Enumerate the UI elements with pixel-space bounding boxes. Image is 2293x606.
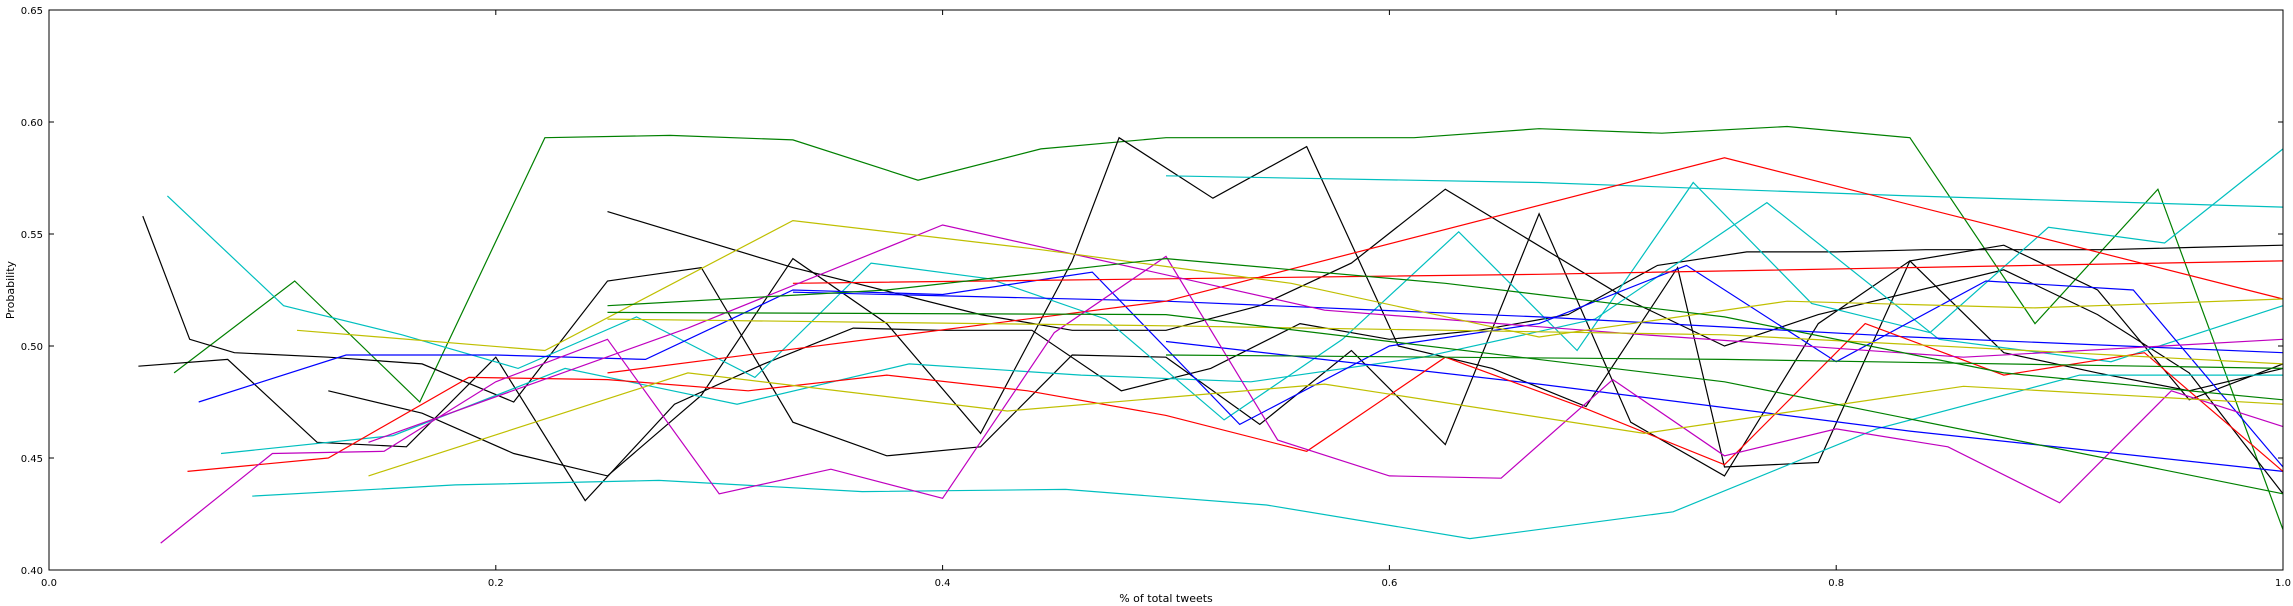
series-line-20	[607, 318, 2284, 365]
y-tick-label: 0.60	[21, 118, 43, 129]
x-tick-label: 0.4	[935, 578, 951, 589]
y-tick-label: 0.50	[21, 342, 43, 353]
series-line-7	[1165, 175, 2284, 208]
series-line-9	[252, 374, 2283, 540]
series-lines	[138, 125, 2284, 544]
axis-ticks: 0.0 0.2 0.4 0.6 0.8 1.0 0.40 0.45 0.50 0.55 0.60 0.…	[21, 6, 2291, 589]
series-line-13	[187, 322, 2284, 472]
x-tick-label: 0.6	[1381, 578, 1397, 589]
series-line-4	[328, 136, 2284, 477]
y-tick-label: 0.40	[21, 566, 43, 577]
series-line-19	[368, 372, 2284, 477]
series-line-22	[607, 311, 2284, 495]
series-line-11	[792, 291, 2284, 354]
series-line-6	[166, 148, 2284, 421]
x-tick-label: 0.2	[488, 578, 504, 589]
series-line-5	[138, 244, 2284, 502]
series-line-15	[792, 260, 2284, 284]
x-tick-label: 0.8	[1828, 578, 1844, 589]
series-line-17	[368, 224, 2284, 443]
x-tick-label: 0.0	[41, 578, 57, 589]
series-line-3	[607, 188, 2284, 495]
plot-frame	[48, 9, 2284, 571]
series-line-23	[1165, 354, 2284, 369]
x-tick-label: 1.0	[2275, 578, 2291, 589]
y-axis-label: Probability	[4, 260, 17, 319]
series-line-8	[220, 201, 2284, 455]
x-axis-label: % of total tweets	[1119, 592, 1213, 605]
series-line-1	[173, 125, 2284, 530]
series-line-21	[607, 257, 2284, 401]
series-line-12	[1165, 340, 2284, 472]
series-line-16	[160, 255, 2284, 544]
y-tick-label: 0.55	[21, 230, 43, 241]
series-line-10	[198, 264, 2284, 468]
series-line-14	[607, 157, 2284, 374]
series-line-18	[296, 219, 2284, 352]
y-tick-label: 0.65	[21, 6, 43, 17]
y-tick-label: 0.45	[21, 454, 43, 465]
